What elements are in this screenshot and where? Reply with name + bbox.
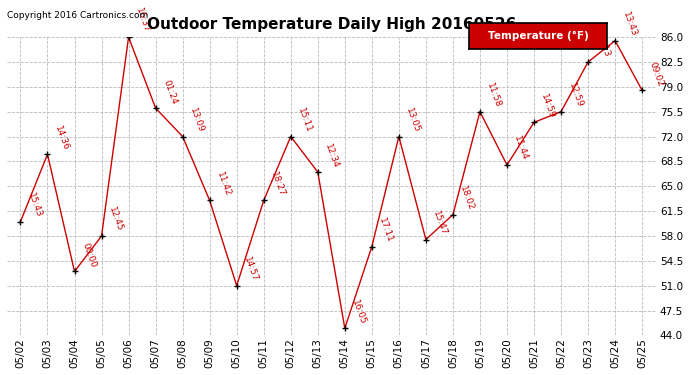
Text: 13:09: 13:09 <box>188 106 206 134</box>
Text: 11:44: 11:44 <box>513 135 530 162</box>
Text: 11:42: 11:42 <box>215 171 233 198</box>
Text: 13:05: 13:05 <box>404 106 422 134</box>
Text: Temperature (°F): Temperature (°F) <box>488 31 589 40</box>
Text: 18:02: 18:02 <box>458 184 475 212</box>
Text: 00:00: 00:00 <box>80 242 97 269</box>
Text: 14:59: 14:59 <box>540 92 557 120</box>
Text: Copyright 2016 Cartronics.com: Copyright 2016 Cartronics.com <box>7 11 148 20</box>
Text: 14:36: 14:36 <box>53 124 70 152</box>
Title: Outdoor Temperature Daily High 20160526: Outdoor Temperature Daily High 20160526 <box>146 17 516 32</box>
Text: 18:27: 18:27 <box>269 170 286 198</box>
Text: 12:34: 12:34 <box>324 142 341 169</box>
Text: 15:47: 15:47 <box>431 210 448 237</box>
Text: 01:24: 01:24 <box>161 78 179 105</box>
Text: 17:11: 17:11 <box>377 216 395 244</box>
Text: 09:02: 09:02 <box>648 60 665 88</box>
Text: 13:13: 13:13 <box>593 32 611 59</box>
Text: 14:57: 14:57 <box>242 256 259 283</box>
Text: 12:45: 12:45 <box>107 206 124 233</box>
Text: 16:37: 16:37 <box>134 7 151 34</box>
Text: 15:43: 15:43 <box>26 192 43 219</box>
Text: 15:11: 15:11 <box>296 106 314 134</box>
Text: 11:58: 11:58 <box>486 81 503 109</box>
Text: 12:59: 12:59 <box>566 82 584 109</box>
Text: 13:43: 13:43 <box>620 10 638 38</box>
Text: 16:05: 16:05 <box>351 298 368 326</box>
